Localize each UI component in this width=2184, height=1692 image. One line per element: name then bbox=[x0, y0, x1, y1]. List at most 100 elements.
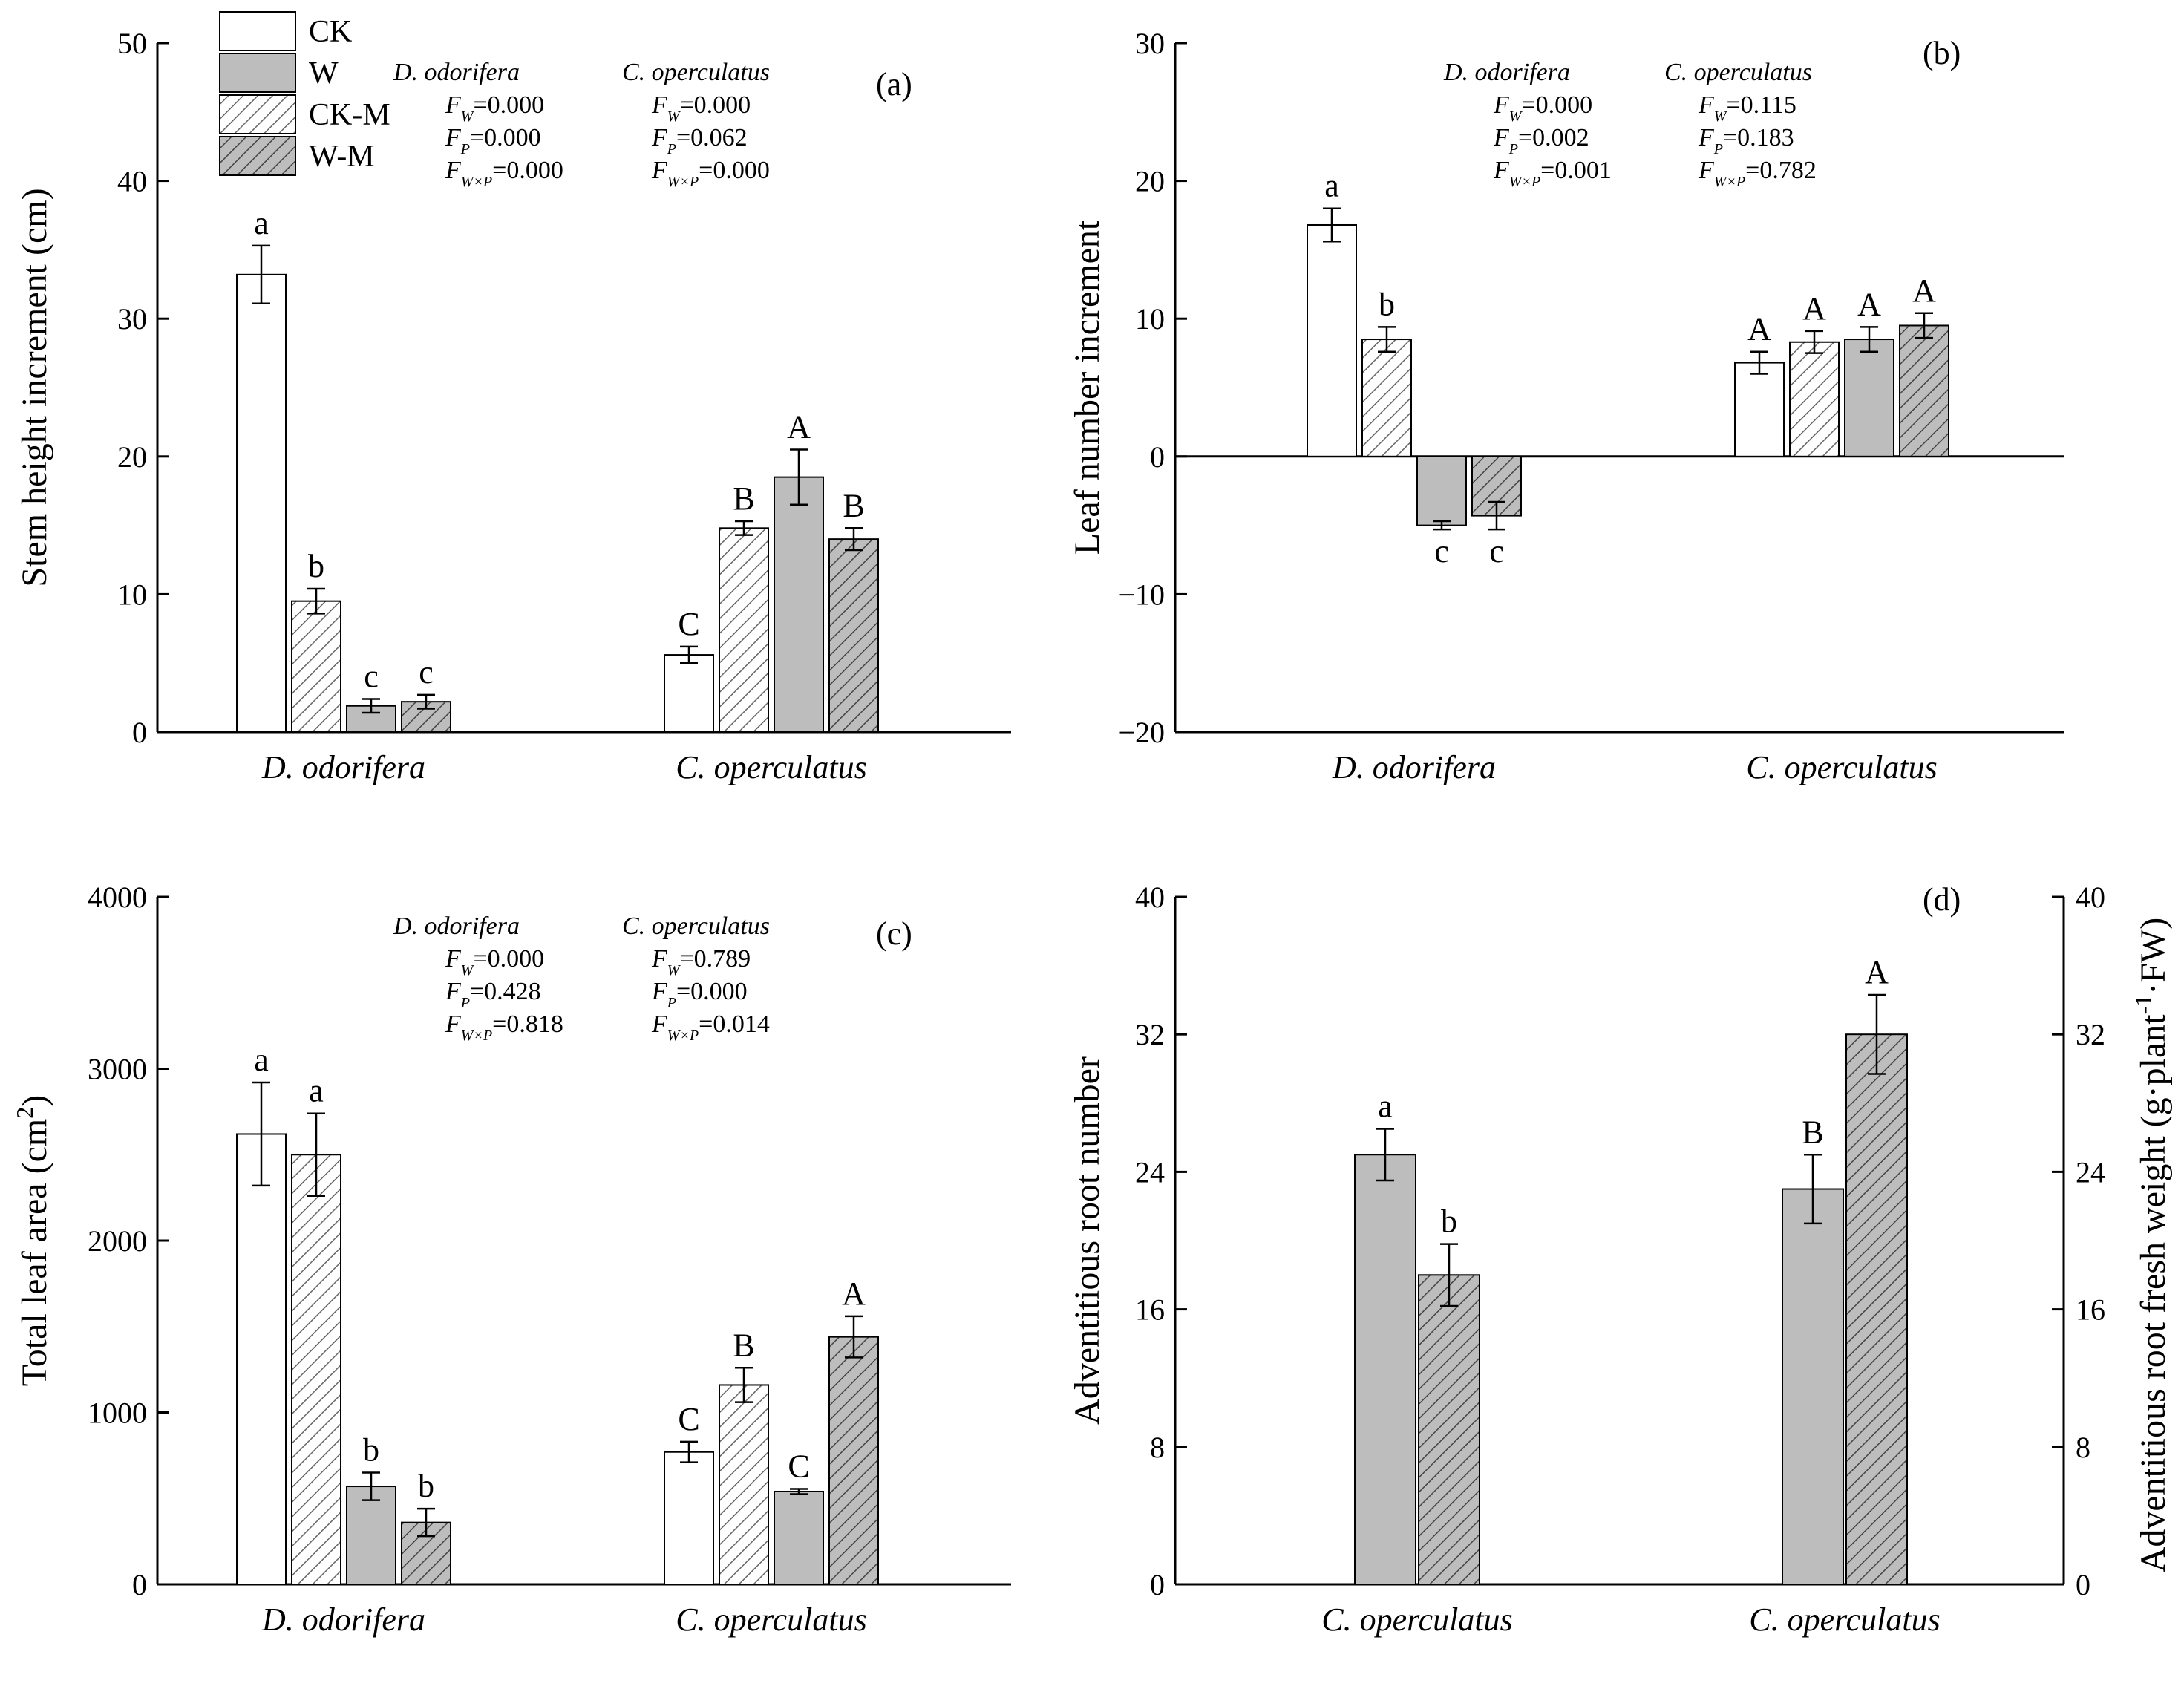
significance-letter: b bbox=[308, 548, 324, 584]
bar-ck-m bbox=[1789, 341, 1840, 457]
significance-letter: B bbox=[1802, 1114, 1823, 1150]
right-y-tick-label: 16 bbox=[2076, 1293, 2105, 1327]
bar-ck bbox=[664, 1451, 714, 1585]
stats-line: FP=0.000 bbox=[651, 978, 748, 1011]
bar-w-m bbox=[401, 701, 451, 734]
y-tick-label: 0 bbox=[1150, 440, 1165, 474]
bar-w bbox=[774, 476, 824, 733]
stats-species: C. operculatus bbox=[622, 59, 770, 86]
y-tick-label: −20 bbox=[1118, 716, 1165, 749]
y-tick-label: 40 bbox=[1135, 881, 1165, 914]
stats-line: FW×P=0.000 bbox=[651, 157, 770, 190]
stats-line: FW×P=0.001 bbox=[1493, 157, 1612, 190]
stats-species: D. odorifera bbox=[393, 912, 520, 940]
legend-swatch bbox=[219, 53, 296, 93]
category-label: D. odorifera bbox=[261, 1601, 425, 1638]
right-y-tick-label: 40 bbox=[2076, 881, 2105, 914]
significance-letter: a bbox=[1324, 168, 1339, 204]
panel-label: (c) bbox=[876, 915, 912, 952]
y-tick-label: 24 bbox=[1135, 1155, 1165, 1189]
y-tick-label: 20 bbox=[1135, 165, 1165, 198]
panel-a: 0 10 20 30 40 50 Stem height increment (cm) (a)… bbox=[15, 27, 1011, 785]
right-y-tick-label: 8 bbox=[2076, 1431, 2090, 1464]
stats-line: FW=0.789 bbox=[651, 945, 751, 979]
significance-letter: A bbox=[1802, 290, 1826, 327]
bar-ck bbox=[1734, 362, 1785, 457]
category-label: C. operculatus bbox=[1321, 1601, 1512, 1638]
bar-w bbox=[1782, 1188, 1844, 1586]
bar-ck bbox=[664, 654, 714, 734]
stats-line: FP=0.002 bbox=[1493, 124, 1589, 157]
significance-letter: a bbox=[254, 205, 269, 241]
stats-species: D. odorifera bbox=[1443, 59, 1570, 86]
legend-swatch bbox=[219, 136, 296, 176]
category-label: D. odorifera bbox=[261, 749, 425, 785]
stats-line: FP=0.183 bbox=[1698, 124, 1794, 157]
y-tick-label: 40 bbox=[117, 165, 147, 198]
stats-line: FW×P=0.818 bbox=[445, 1010, 563, 1044]
significance-letter: A bbox=[1865, 954, 1889, 990]
bar-w bbox=[1354, 1154, 1416, 1585]
bar-w-m bbox=[828, 538, 879, 733]
stats-line: FW=0.000 bbox=[445, 945, 544, 979]
right-y-axis-label: Adventitious root fresh weight (g·plant-… bbox=[2130, 918, 2173, 1572]
y-tick-label: 30 bbox=[1135, 27, 1165, 60]
y-tick-label: 10 bbox=[117, 578, 147, 611]
legend-label: CK-M bbox=[309, 98, 390, 132]
bar-w bbox=[774, 1490, 824, 1585]
significance-letter: b bbox=[363, 1432, 379, 1469]
stats-species: C. operculatus bbox=[622, 912, 770, 940]
significance-letter: C bbox=[678, 1401, 699, 1437]
stats-species: D. odorifera bbox=[393, 59, 520, 86]
y-tick-label: 0 bbox=[1150, 1568, 1165, 1601]
y-tick-label: 30 bbox=[117, 302, 147, 336]
significance-letter: B bbox=[843, 487, 864, 523]
stats-line: FW=0.000 bbox=[445, 91, 544, 125]
y-axis-label: Leaf number increment bbox=[1068, 220, 1107, 555]
category-label: C. operculatus bbox=[1749, 1601, 1940, 1638]
stats-line: FW×P=0.014 bbox=[651, 1010, 770, 1044]
y-tick-label: 50 bbox=[117, 27, 147, 60]
bar-ck-m bbox=[291, 1154, 341, 1585]
stats-line: FW×P=0.000 bbox=[445, 157, 563, 190]
stats-line: FP=0.062 bbox=[651, 124, 748, 157]
y-tick-label: 32 bbox=[1135, 1018, 1165, 1051]
significance-letter: b bbox=[418, 1468, 434, 1504]
category-label: D. odorifera bbox=[1332, 749, 1496, 785]
significance-letter: B bbox=[733, 1327, 754, 1363]
y-tick-label: −10 bbox=[1118, 578, 1165, 611]
significance-letter: c bbox=[1489, 533, 1504, 569]
bar-ck-m bbox=[719, 1384, 769, 1585]
bar-ck bbox=[236, 1133, 287, 1585]
panel-c: 0 1000 2000 3000 4000 Total leaf area (cm2) (c… bbox=[11, 881, 1011, 1638]
significance-letter: c bbox=[1434, 533, 1449, 569]
significance-letter: A bbox=[787, 409, 811, 445]
panel-b: −20 −10 0 10 20 30 Leaf number increment (b) a b c… bbox=[1068, 27, 2064, 785]
right-y-tick-label: 32 bbox=[2076, 1018, 2105, 1051]
category-label: C. operculatus bbox=[676, 1601, 866, 1638]
bar-w-m bbox=[1845, 1033, 1908, 1585]
y-tick-label: 1000 bbox=[88, 1397, 147, 1430]
panel-label: (d) bbox=[1923, 881, 1961, 918]
significance-letter: a bbox=[1378, 1088, 1393, 1125]
category-label: C. operculatus bbox=[676, 749, 866, 785]
stats-species: C. operculatus bbox=[1664, 59, 1812, 86]
legend: CK W CK-M W-M bbox=[219, 11, 390, 176]
y-tick-label: 16 bbox=[1135, 1293, 1165, 1327]
y-tick-label: 4000 bbox=[88, 881, 147, 914]
significance-letter: c bbox=[364, 658, 379, 694]
significance-letter: C bbox=[788, 1448, 809, 1485]
stats-line: FP=0.428 bbox=[445, 978, 541, 1011]
bar-ck bbox=[1307, 223, 1357, 457]
y-tick-label: 10 bbox=[1135, 302, 1165, 336]
bar-ck-m bbox=[291, 600, 341, 733]
y-tick-label: 20 bbox=[117, 440, 147, 474]
y-axis-label: Stem height increment (cm) bbox=[15, 188, 54, 587]
bar-w-m bbox=[1418, 1274, 1480, 1586]
bar-w-m bbox=[828, 1336, 879, 1585]
panel-label: (a) bbox=[876, 66, 912, 102]
significance-letter: a bbox=[309, 1073, 324, 1109]
significance-letter: a bbox=[254, 1042, 269, 1078]
bar-w bbox=[1416, 455, 1467, 526]
bar-w bbox=[346, 705, 396, 734]
